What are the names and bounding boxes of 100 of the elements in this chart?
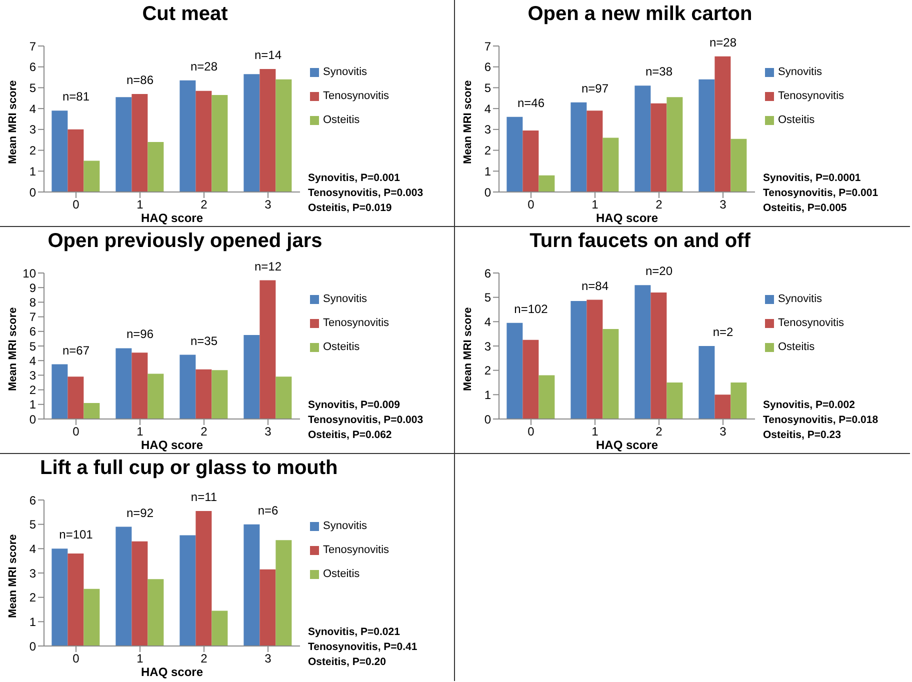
legend-label: Tenosynovitis xyxy=(778,90,844,102)
x-tick-label: 2 xyxy=(200,198,208,212)
x-tick-label: 3 xyxy=(264,424,272,439)
legend-label: Osteitis xyxy=(323,114,360,126)
text: Synovitis, P=0.002 xyxy=(763,398,856,413)
annotation: n=81 xyxy=(62,90,90,104)
annotation: n=12 xyxy=(254,259,282,274)
x-tick-label: 2 xyxy=(656,198,663,212)
y-tick-label: 3 xyxy=(29,122,36,137)
annotation: n=101 xyxy=(59,528,94,542)
chart-title: Open previously opened jars xyxy=(46,229,324,253)
y-tick-label: 3 xyxy=(29,368,36,382)
x-tick-label: 2 xyxy=(656,424,663,439)
x-axis-title: HAQ score xyxy=(140,438,204,452)
text: Osteitis, P=0.005 xyxy=(763,201,848,216)
y-tick-label: 0 xyxy=(29,185,36,200)
legend-label: Tenosynovitis xyxy=(323,90,390,102)
annotation: n=67 xyxy=(62,343,90,358)
annotation: n=86 xyxy=(126,72,154,87)
legend-label: Osteitis xyxy=(778,341,815,353)
text: Synovitis, P=0.021 xyxy=(308,625,401,640)
x-tick-label: 2 xyxy=(200,652,208,666)
y-tick-label: 9 xyxy=(29,280,36,295)
y-tick-label: 6 xyxy=(484,60,492,74)
y-tick-label: 5 xyxy=(29,339,36,354)
y-tick-label: 1 xyxy=(29,164,36,178)
y-tick-label: 7 xyxy=(484,39,492,54)
legend-label: Synovitis xyxy=(778,66,822,78)
y-tick-label: 7 xyxy=(29,310,36,324)
text: Osteitis, P=0.23 xyxy=(763,428,842,443)
annotation: n=92 xyxy=(126,506,154,520)
x-axis-title: HAQ score xyxy=(140,665,204,679)
y-tick-label: 2 xyxy=(484,364,492,378)
y-tick-label: 5 xyxy=(29,518,36,532)
x-tick-label: 3 xyxy=(264,198,272,212)
annotation: n=102 xyxy=(514,302,548,316)
annotation: n=2 xyxy=(712,325,734,339)
legend-label: Synovitis xyxy=(323,293,368,305)
y-tick-label: 10 xyxy=(22,266,36,280)
y-tick-label: 1 xyxy=(484,388,492,402)
annotation: n=11 xyxy=(190,490,218,504)
x-tick-label: 0 xyxy=(528,424,535,439)
y-tick-label: 6 xyxy=(29,493,36,508)
y-tick-label: 2 xyxy=(29,144,36,158)
y-tick-label: 2 xyxy=(484,144,492,158)
text: Synovitis, P=0.009 xyxy=(308,398,401,413)
y-tick-label: 1 xyxy=(484,164,492,178)
x-axis-title: HAQ score xyxy=(140,211,204,225)
annotation: n=96 xyxy=(126,327,154,342)
y-tick-label: 1 xyxy=(29,614,36,629)
legend-label: Osteitis xyxy=(778,114,815,126)
text: Tenosynovitis, P=0.003 xyxy=(308,186,424,201)
text: Synovitis, P=0.001 xyxy=(308,171,401,186)
y-axis-title: Mean MRI score xyxy=(6,80,19,164)
legend-label: Tenosynovitis xyxy=(778,317,844,329)
y-tick-label: 7 xyxy=(29,39,36,54)
y-tick-label: 4 xyxy=(29,542,36,556)
text: Osteitis, P=0.019 xyxy=(308,201,393,216)
x-tick-label: 0 xyxy=(72,424,80,439)
x-tick-label: 2 xyxy=(200,424,208,439)
x-tick-label: 1 xyxy=(592,198,599,212)
y-axis-title: Mean MRI score xyxy=(462,307,474,391)
y-tick-label: 5 xyxy=(484,290,492,305)
x-tick-label: 3 xyxy=(720,424,727,439)
x-tick-label: 3 xyxy=(720,198,727,212)
x-tick-label: 0 xyxy=(72,198,80,212)
y-tick-label: 0 xyxy=(484,185,492,200)
x-tick-label: 1 xyxy=(136,198,144,212)
y-tick-label: 0 xyxy=(29,412,36,426)
annotation: n=38 xyxy=(645,64,673,79)
x-tick-label: 1 xyxy=(592,424,599,439)
chart-title: Lift a full cup or glass to mouth xyxy=(40,456,338,480)
text: Synovitis, P=0.0001 xyxy=(763,171,862,186)
annotation: n=97 xyxy=(581,81,609,96)
annotation: n=20 xyxy=(645,264,673,278)
y-tick-label: 3 xyxy=(29,566,36,580)
y-tick-label: 3 xyxy=(484,122,492,137)
y-tick-label: 4 xyxy=(29,102,36,116)
text: Tenosynovitis, P=0.018 xyxy=(763,413,878,428)
x-tick-label: 0 xyxy=(72,652,80,666)
y-tick-label: 6 xyxy=(484,266,492,280)
x-tick-label: 0 xyxy=(528,198,535,212)
annotation: n=6 xyxy=(258,503,278,518)
y-axis-title: Mean MRI score xyxy=(462,80,474,164)
annotation: n=84 xyxy=(581,278,609,293)
x-tick-label: 3 xyxy=(264,652,272,666)
y-axis-title: Mean MRI score xyxy=(6,307,19,391)
y-tick-label: 2 xyxy=(29,590,36,605)
chart-title: Turn faucets on and off xyxy=(528,229,752,253)
chart-title: Cut meat xyxy=(141,2,229,26)
legend-label: Synovitis xyxy=(323,66,368,78)
y-tick-label: 5 xyxy=(484,80,492,95)
x-tick-label: 1 xyxy=(136,652,144,666)
annotation: n=35 xyxy=(190,334,218,348)
legend-label: Synovitis xyxy=(778,293,822,305)
y-tick-label: 0 xyxy=(484,412,492,426)
text: Tenosynovitis, P=0.001 xyxy=(763,186,878,201)
y-tick-label: 8 xyxy=(29,295,36,310)
annotation: n=28 xyxy=(709,35,737,50)
y-tick-label: 1 xyxy=(29,398,36,412)
